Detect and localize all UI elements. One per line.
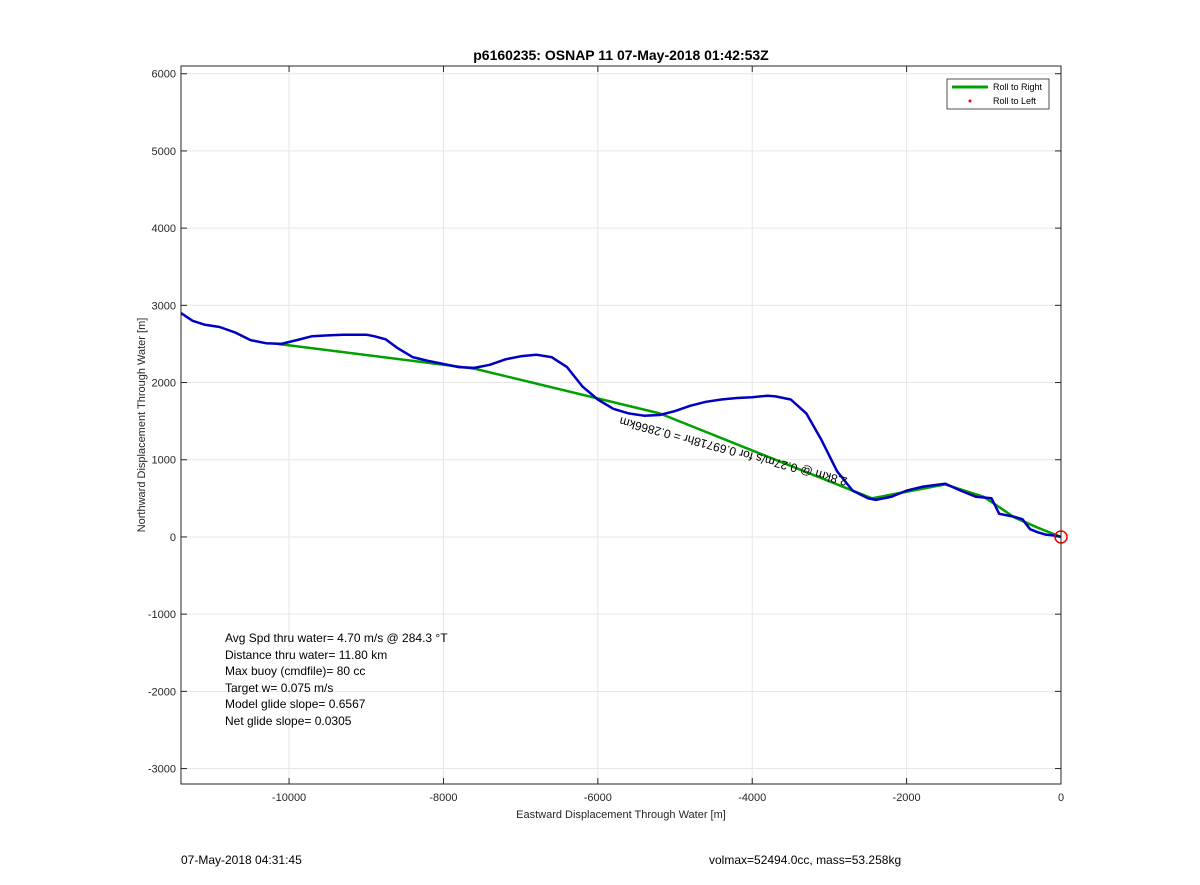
legend-swatch-roll-left (968, 99, 972, 103)
stats-annotations: Avg Spd thru water= 4.70 m/s @ 284.3 °T … (225, 631, 448, 728)
y-tick-label: -3000 (148, 764, 176, 776)
series-line-track (180, 312, 1062, 539)
y-tick-label: -1000 (148, 609, 176, 621)
plot-frame (180, 65, 1062, 785)
x-tick-label: -2000 (893, 792, 921, 804)
footer-timestamp: 07-May-2018 04:31:45 (181, 853, 302, 867)
annotation-distance: Distance thru water= 11.80 km (225, 648, 387, 662)
ticks: -10000 -8000 -6000 -4000 -2000 0-3000-2000-10… (148, 66, 1064, 804)
annotation-avg-speed: Avg Spd thru water= 4.70 m/s @ 284.3 °T (225, 631, 448, 645)
x-tick-label: -10000 (272, 792, 306, 804)
x-tick-label: -6000 (584, 792, 612, 804)
y-tick-label: -2000 (148, 686, 176, 698)
annotation-max-buoy: Max buoy (cmdfile)= 80 cc (225, 664, 365, 678)
x-tick-label: -8000 (429, 792, 457, 804)
y-tick-label: 1000 (152, 455, 176, 467)
y-tick-label: 5000 (152, 146, 176, 158)
x-axis-label: Eastward Displacement Through Water [m] (516, 809, 726, 821)
x-tick-label: 0 (1058, 792, 1064, 804)
annotation-model-glide: Model glide slope= 0.6567 (225, 697, 366, 711)
y-tick-label: 6000 (152, 69, 176, 81)
legend-label-roll-left: Roll to Left (993, 96, 1037, 106)
annotation-target-w: Target w= 0.075 m/s (225, 681, 333, 695)
plot-area (181, 66, 1061, 784)
annotation-net-glide: Net glide slope= 0.0305 (225, 714, 352, 728)
chart-title: p6160235: OSNAP 11 07-May-2018 01:42:53Z (473, 47, 769, 63)
y-tick-label: 4000 (152, 223, 176, 235)
legend: Roll to Right Roll to Left (946, 78, 1050, 110)
grid (181, 66, 1062, 784)
series-line-roll-right (277, 342, 1062, 539)
x-tick-label: -4000 (738, 792, 766, 804)
legend-box (946, 78, 1050, 110)
legend-label-roll-right: Roll to Right (993, 82, 1043, 92)
footer-volmax-mass: volmax=52494.0cc, mass=53.258kg (709, 853, 902, 867)
y-tick-label: 2000 (152, 378, 176, 390)
y-tick-label: 3000 (152, 300, 176, 312)
y-axis-label: Northward Displacement Through Water [m] (136, 318, 148, 533)
y-tick-label: 0 (170, 532, 176, 544)
